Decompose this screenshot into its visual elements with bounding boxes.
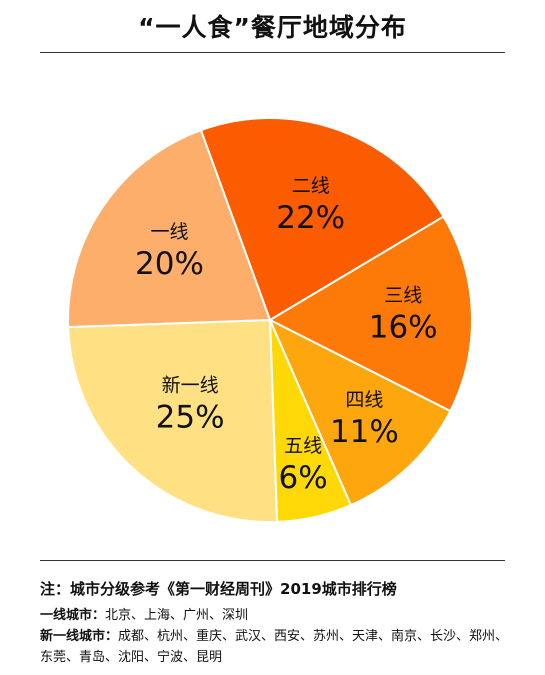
slice-name-label: 三线 <box>384 284 422 306</box>
slice-name-label: 一线 <box>150 221 188 243</box>
tier1-note: 一线城市：北京、上海、广州、深圳 <box>40 605 520 626</box>
slice-name-label: 四线 <box>345 389 383 411</box>
footnotes: 注：城市分级参考《第一财经周刊》2019城市排行榜 一线城市：北京、上海、广州、… <box>40 578 520 668</box>
slice-value-label: 11% <box>330 414 399 450</box>
slice-name-label: 新一线 <box>162 375 219 397</box>
slice-name-label: 二线 <box>292 175 330 197</box>
tier1-cities: 北京、上海、广州、深圳 <box>105 608 249 623</box>
bottom-divider <box>40 560 505 561</box>
slice-value-label: 20% <box>135 246 204 282</box>
pie-slice-6 <box>67 128 272 329</box>
top-divider <box>40 52 505 53</box>
slice-name-label: 五线 <box>284 435 322 457</box>
pie-slice-5 <box>67 318 279 523</box>
pie-slice-2 <box>267 215 473 413</box>
slice-value-label: 16% <box>369 309 438 345</box>
newtier1-note: 新一线城市：成都、杭州、重庆、武汉、西安、苏州、天津、南京、长沙、郑州、东莞、青… <box>40 626 520 668</box>
newtier1-label: 新一线城市： <box>40 629 119 644</box>
slice-value-label: 6% <box>279 460 328 496</box>
chart-title: “一人食”餐厅地域分布 <box>138 13 407 42</box>
tier1-label: 一线城市： <box>40 608 106 623</box>
slice-value-label: 25% <box>156 400 225 436</box>
pie-slice-1 <box>199 116 445 322</box>
pie-slice-3 <box>267 317 452 507</box>
pie-chart: 二线 22% 三线 16% 四线 11% 五线 6% 新一线 25% 一线 20% <box>67 116 473 523</box>
newtier1-cities: 成都、杭州、重庆、武汉、西安、苏州、天津、南京、长沙、郑州、东莞、青岛、沈阳、宁… <box>40 629 509 665</box>
source-note: 注：城市分级参考《第一财经周刊》2019城市排行榜 <box>40 580 397 598</box>
slice-value-label: 22% <box>276 200 345 236</box>
